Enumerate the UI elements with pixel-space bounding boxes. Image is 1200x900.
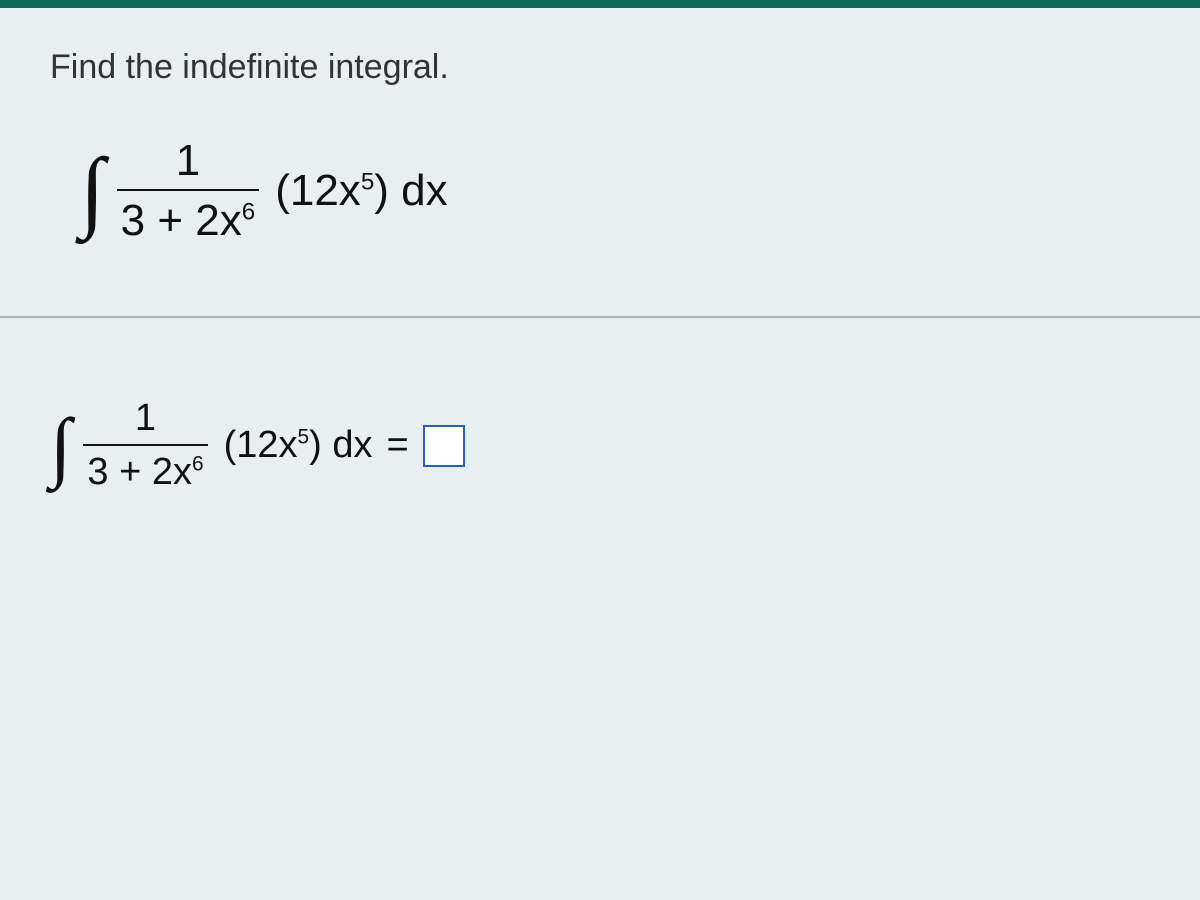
- fraction-numerator: 1: [172, 137, 204, 189]
- term-base: 12x: [236, 424, 297, 466]
- integral-sign: ∫: [50, 407, 77, 485]
- fraction-denominator: 3 + 2x6: [117, 189, 260, 245]
- fraction-numerator: 1: [131, 398, 160, 444]
- term-exponent: 5: [361, 169, 374, 196]
- denominator-base: 3 + 2x: [87, 451, 192, 493]
- dx-symbol: dx: [401, 166, 447, 215]
- fraction: 1 3 + 2x6: [111, 137, 266, 246]
- paren-open: (: [275, 166, 290, 215]
- integral-equation: ∫ 1 3 + 2x6 (12x5) dx =: [50, 398, 1150, 494]
- fraction-denominator: 3 + 2x6: [83, 444, 207, 494]
- integral-sign: ∫: [80, 146, 111, 236]
- paren-close: ): [309, 424, 322, 466]
- problem-page: Find the indefinite integral. ∫ 1 3 + 2x…: [0, 8, 1200, 900]
- integral-expression: ∫ 1 3 + 2x6 (12x5) dx: [80, 137, 1150, 246]
- term-base: 12x: [290, 166, 361, 215]
- question-prompt: Find the indefinite integral.: [50, 48, 1150, 87]
- term-exponent: 5: [298, 425, 310, 448]
- problem-expression: ∫ 1 3 + 2x6 (12x5) dx: [50, 127, 1150, 246]
- dx-symbol: dx: [332, 424, 372, 466]
- paren-open: (: [224, 424, 237, 466]
- equals-sign: =: [373, 424, 423, 467]
- differential-term: (12x5) dx: [265, 166, 447, 216]
- differential-term: (12x5) dx: [214, 424, 373, 467]
- answer-input-box[interactable]: [423, 425, 465, 467]
- denominator-exponent: 6: [242, 199, 255, 226]
- fraction: 1 3 + 2x6: [77, 398, 213, 494]
- answer-expression: ∫ 1 3 + 2x6 (12x5) dx =: [50, 318, 1150, 494]
- paren-close: ): [374, 166, 389, 215]
- denominator-exponent: 6: [192, 452, 204, 475]
- denominator-base: 3 + 2x: [121, 196, 242, 245]
